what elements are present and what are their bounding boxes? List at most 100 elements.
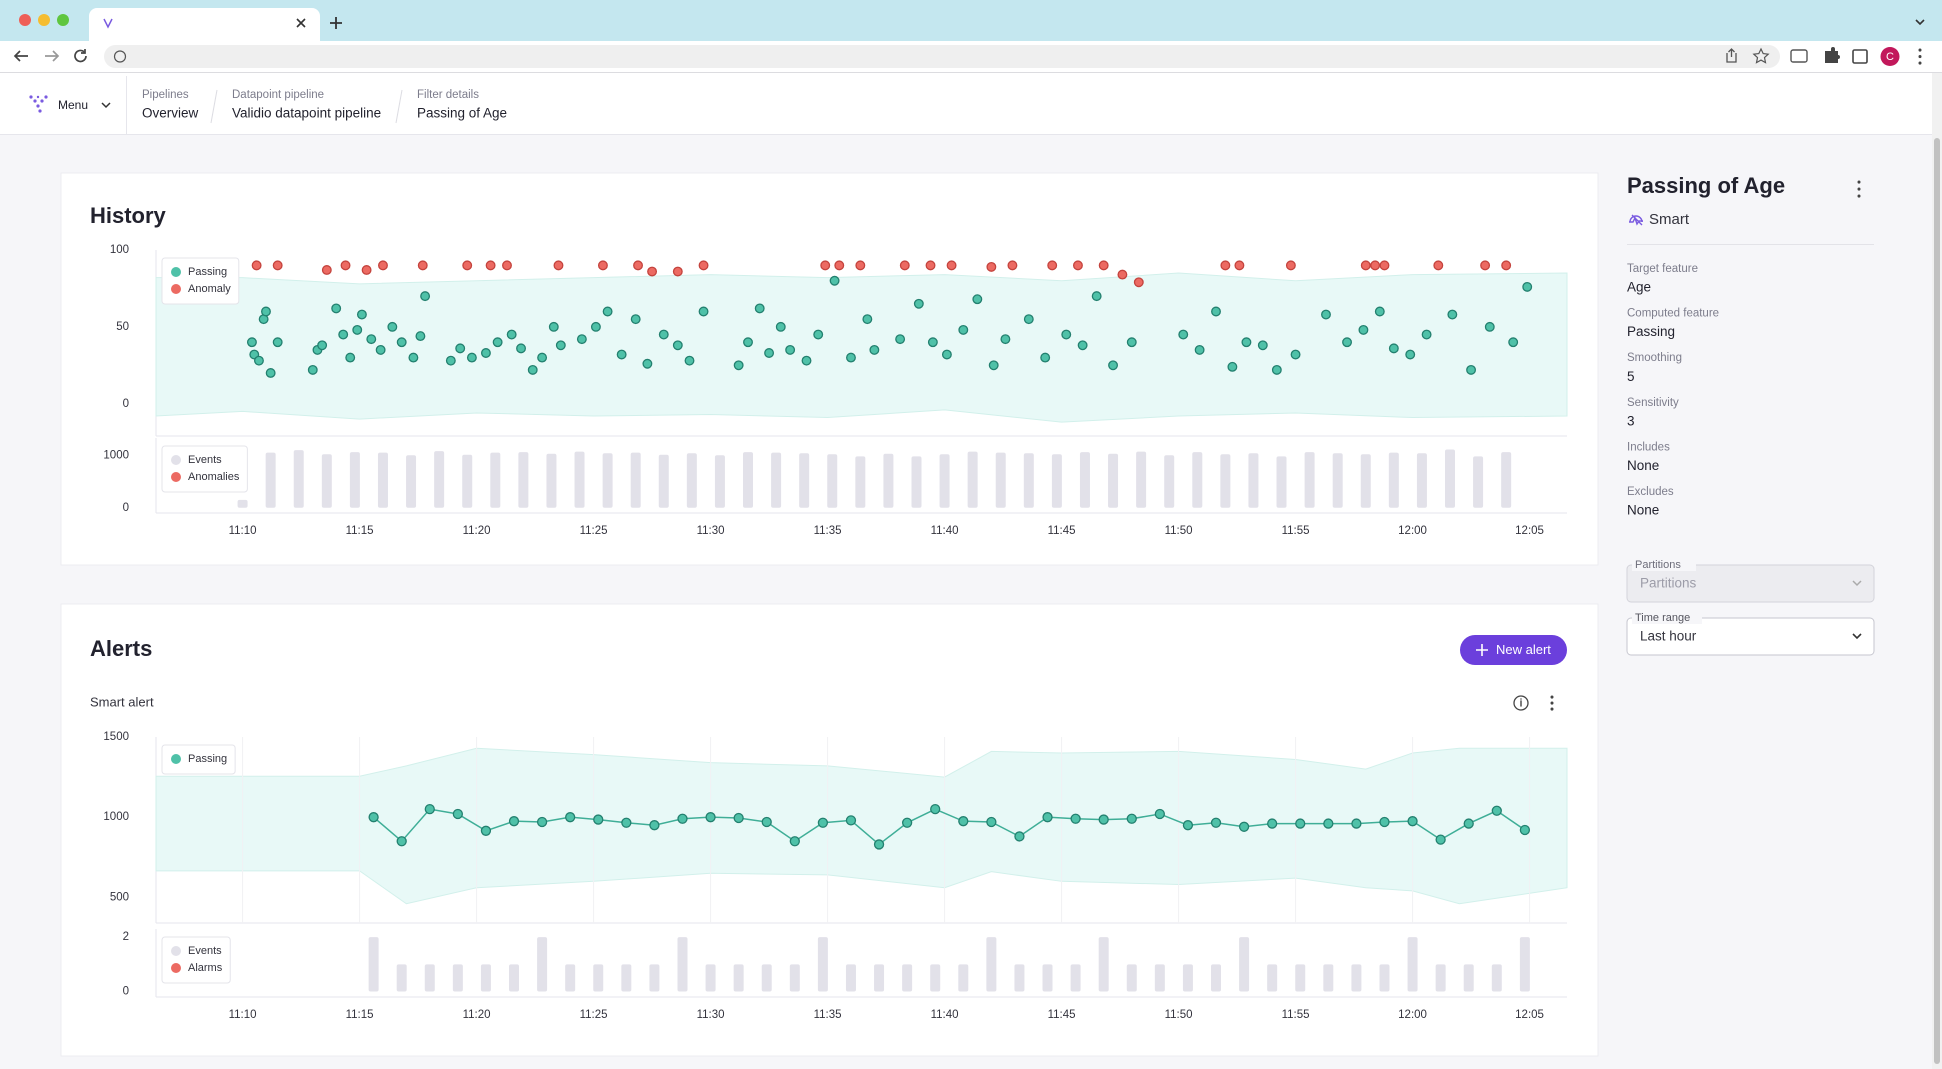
breadcrumb-separator bbox=[210, 89, 218, 124]
bar bbox=[1435, 964, 1446, 992]
data-point bbox=[733, 360, 744, 371]
data-point bbox=[672, 340, 683, 351]
data-point bbox=[1321, 309, 1331, 320]
legend-swatch bbox=[171, 455, 181, 465]
data-point bbox=[621, 817, 632, 828]
data-point bbox=[424, 804, 435, 815]
menu-label[interactable]: Menu bbox=[58, 98, 88, 112]
x-tick-label: 11:25 bbox=[580, 525, 608, 537]
legend bbox=[161, 257, 240, 305]
x-tick-label: 11:15 bbox=[346, 525, 374, 537]
tab-close[interactable] bbox=[296, 18, 306, 28]
bar bbox=[1248, 453, 1259, 508]
data-point bbox=[331, 303, 342, 314]
sidebar-icon[interactable] bbox=[1852, 49, 1868, 64]
data-point bbox=[895, 334, 906, 345]
bar bbox=[686, 453, 697, 508]
bar bbox=[714, 455, 725, 508]
info-icon[interactable] bbox=[1513, 695, 1529, 711]
time-range-select[interactable] bbox=[1626, 617, 1875, 656]
legend-label: Anomaly bbox=[188, 283, 231, 295]
active-tab[interactable] bbox=[89, 8, 320, 41]
x-tick-label: 11:15 bbox=[346, 1009, 374, 1021]
data-point bbox=[378, 260, 388, 271]
x-tick-label: 11:50 bbox=[1165, 525, 1193, 537]
label-backdrop bbox=[1632, 559, 1696, 571]
close-window[interactable] bbox=[19, 14, 31, 26]
data-point bbox=[1014, 831, 1025, 842]
x-tick-label: 11:40 bbox=[931, 1009, 959, 1021]
expected-band bbox=[155, 272, 1568, 423]
data-point bbox=[988, 360, 999, 371]
y-tick-label: 0 bbox=[123, 398, 129, 410]
data-point bbox=[502, 260, 512, 271]
menu-chevron[interactable] bbox=[101, 102, 111, 109]
breadcrumb-link[interactable]: Validio datapoint pipeline bbox=[232, 106, 381, 121]
data-point bbox=[658, 329, 669, 340]
x-tick-label: 12:00 bbox=[1398, 1009, 1427, 1021]
data-point bbox=[480, 825, 492, 836]
bar bbox=[1023, 453, 1034, 508]
data-point bbox=[480, 348, 491, 358]
back-button[interactable] bbox=[13, 50, 28, 62]
data-point bbox=[602, 306, 613, 317]
puzzle-icon[interactable] bbox=[1825, 47, 1840, 63]
scrollbar-thumb[interactable] bbox=[1934, 138, 1940, 1064]
new-alert-button[interactable] bbox=[1460, 635, 1567, 665]
address-bar[interactable] bbox=[104, 45, 1780, 68]
bar bbox=[546, 453, 557, 508]
logo bbox=[29, 95, 48, 113]
reload-button[interactable] bbox=[74, 49, 87, 63]
data-point bbox=[462, 260, 473, 271]
data-point bbox=[930, 804, 941, 815]
breadcrumb-current: Passing of Age bbox=[417, 106, 507, 121]
maximize-window[interactable] bbox=[57, 14, 69, 26]
extension-icon[interactable] bbox=[1790, 49, 1808, 63]
site-info[interactable] bbox=[113, 50, 127, 63]
bar bbox=[911, 456, 922, 508]
bar bbox=[1473, 456, 1484, 508]
new-tab[interactable] bbox=[330, 17, 342, 29]
data-point bbox=[1433, 260, 1444, 271]
bar bbox=[509, 964, 520, 992]
data-point bbox=[913, 298, 924, 309]
data-point bbox=[1463, 818, 1474, 829]
field-label: Smoothing bbox=[1627, 352, 1682, 364]
data-point bbox=[801, 355, 812, 366]
profile-avatar[interactable] bbox=[1880, 47, 1900, 66]
legend-swatch bbox=[171, 946, 181, 956]
bar bbox=[771, 452, 782, 508]
data-point bbox=[1234, 260, 1245, 271]
data-point bbox=[1098, 260, 1109, 271]
data-point bbox=[1435, 834, 1446, 845]
y-tick-label: 1000 bbox=[103, 449, 129, 461]
data-point bbox=[743, 337, 753, 348]
data-point bbox=[862, 314, 873, 325]
legend-label: Alarms bbox=[188, 962, 223, 974]
data-point bbox=[820, 260, 831, 271]
forward-button[interactable] bbox=[45, 50, 60, 62]
bookmark-icon[interactable] bbox=[1752, 47, 1770, 64]
data-point bbox=[1480, 260, 1491, 271]
bar bbox=[265, 452, 276, 508]
minimize-window[interactable] bbox=[38, 14, 50, 26]
share-icon[interactable] bbox=[1726, 48, 1737, 63]
data-point bbox=[616, 349, 627, 360]
breadcrumb-link[interactable]: Overview bbox=[142, 106, 199, 121]
x-tick-label: 11:40 bbox=[931, 525, 959, 537]
data-point bbox=[1178, 329, 1189, 340]
bar bbox=[649, 964, 660, 992]
data-point bbox=[254, 355, 264, 366]
bar bbox=[967, 451, 978, 508]
bar bbox=[855, 456, 866, 508]
bar bbox=[1267, 964, 1278, 992]
data-point bbox=[633, 260, 643, 271]
data-point bbox=[845, 815, 857, 826]
tab-menu[interactable] bbox=[1915, 19, 1925, 26]
bar bbox=[1416, 453, 1427, 508]
bar bbox=[602, 453, 613, 508]
data-point bbox=[536, 816, 548, 828]
data-point bbox=[345, 352, 356, 363]
data-point bbox=[387, 321, 398, 332]
